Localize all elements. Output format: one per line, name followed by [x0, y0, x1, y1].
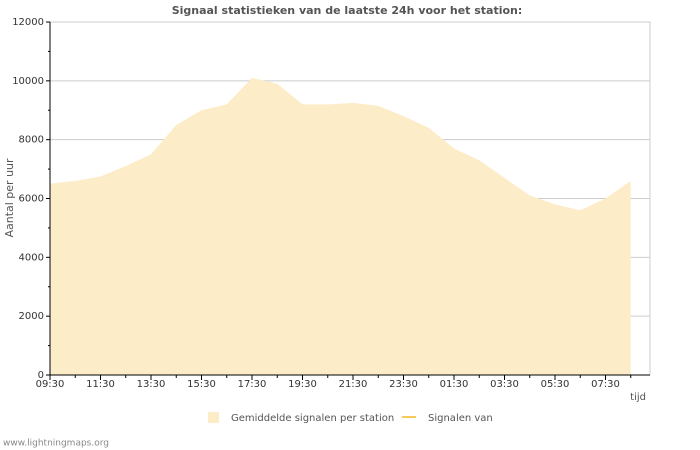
x-tick-label: 01:30	[440, 379, 469, 390]
x-tick-label: 21:30	[339, 379, 368, 390]
x-tick-label: 23:30	[389, 379, 418, 390]
y-tick-label: 6000	[19, 194, 44, 205]
x-tick-label: 07:30	[591, 379, 620, 390]
x-tick-label: 15:30	[187, 379, 216, 390]
y-tick-label: 8000	[19, 135, 44, 146]
y-tick-label: 4000	[19, 252, 44, 263]
x-tick-label: 05:30	[541, 379, 570, 390]
footer: www.lightningmaps.org	[3, 439, 109, 449]
x-tick-label: 09:30	[36, 379, 65, 390]
legend-label: Signalen van	[428, 413, 493, 424]
y-tick-label: 2000	[19, 311, 44, 322]
x-tick-label: 13:30	[137, 379, 166, 390]
area	[50, 77, 631, 376]
x-tick-label: 17:30	[238, 379, 267, 390]
legend-swatch	[208, 412, 219, 423]
x-axis-label: tijd	[630, 392, 646, 403]
x-tick-label: 11:30	[86, 379, 115, 390]
y-tick-label: 10000	[12, 76, 44, 87]
y-tick-label: 0	[38, 370, 44, 381]
y-axis-label: Aantal per uur	[3, 158, 16, 238]
x-tick-label: 19:30	[288, 379, 317, 390]
x-tick-label: 03:30	[490, 379, 519, 390]
legend-label: Gemiddelde signalen per station	[231, 413, 394, 424]
chart-title: Signaal statistieken van de laatste 24h …	[172, 4, 523, 17]
y-tick-label: 12000	[12, 17, 44, 28]
